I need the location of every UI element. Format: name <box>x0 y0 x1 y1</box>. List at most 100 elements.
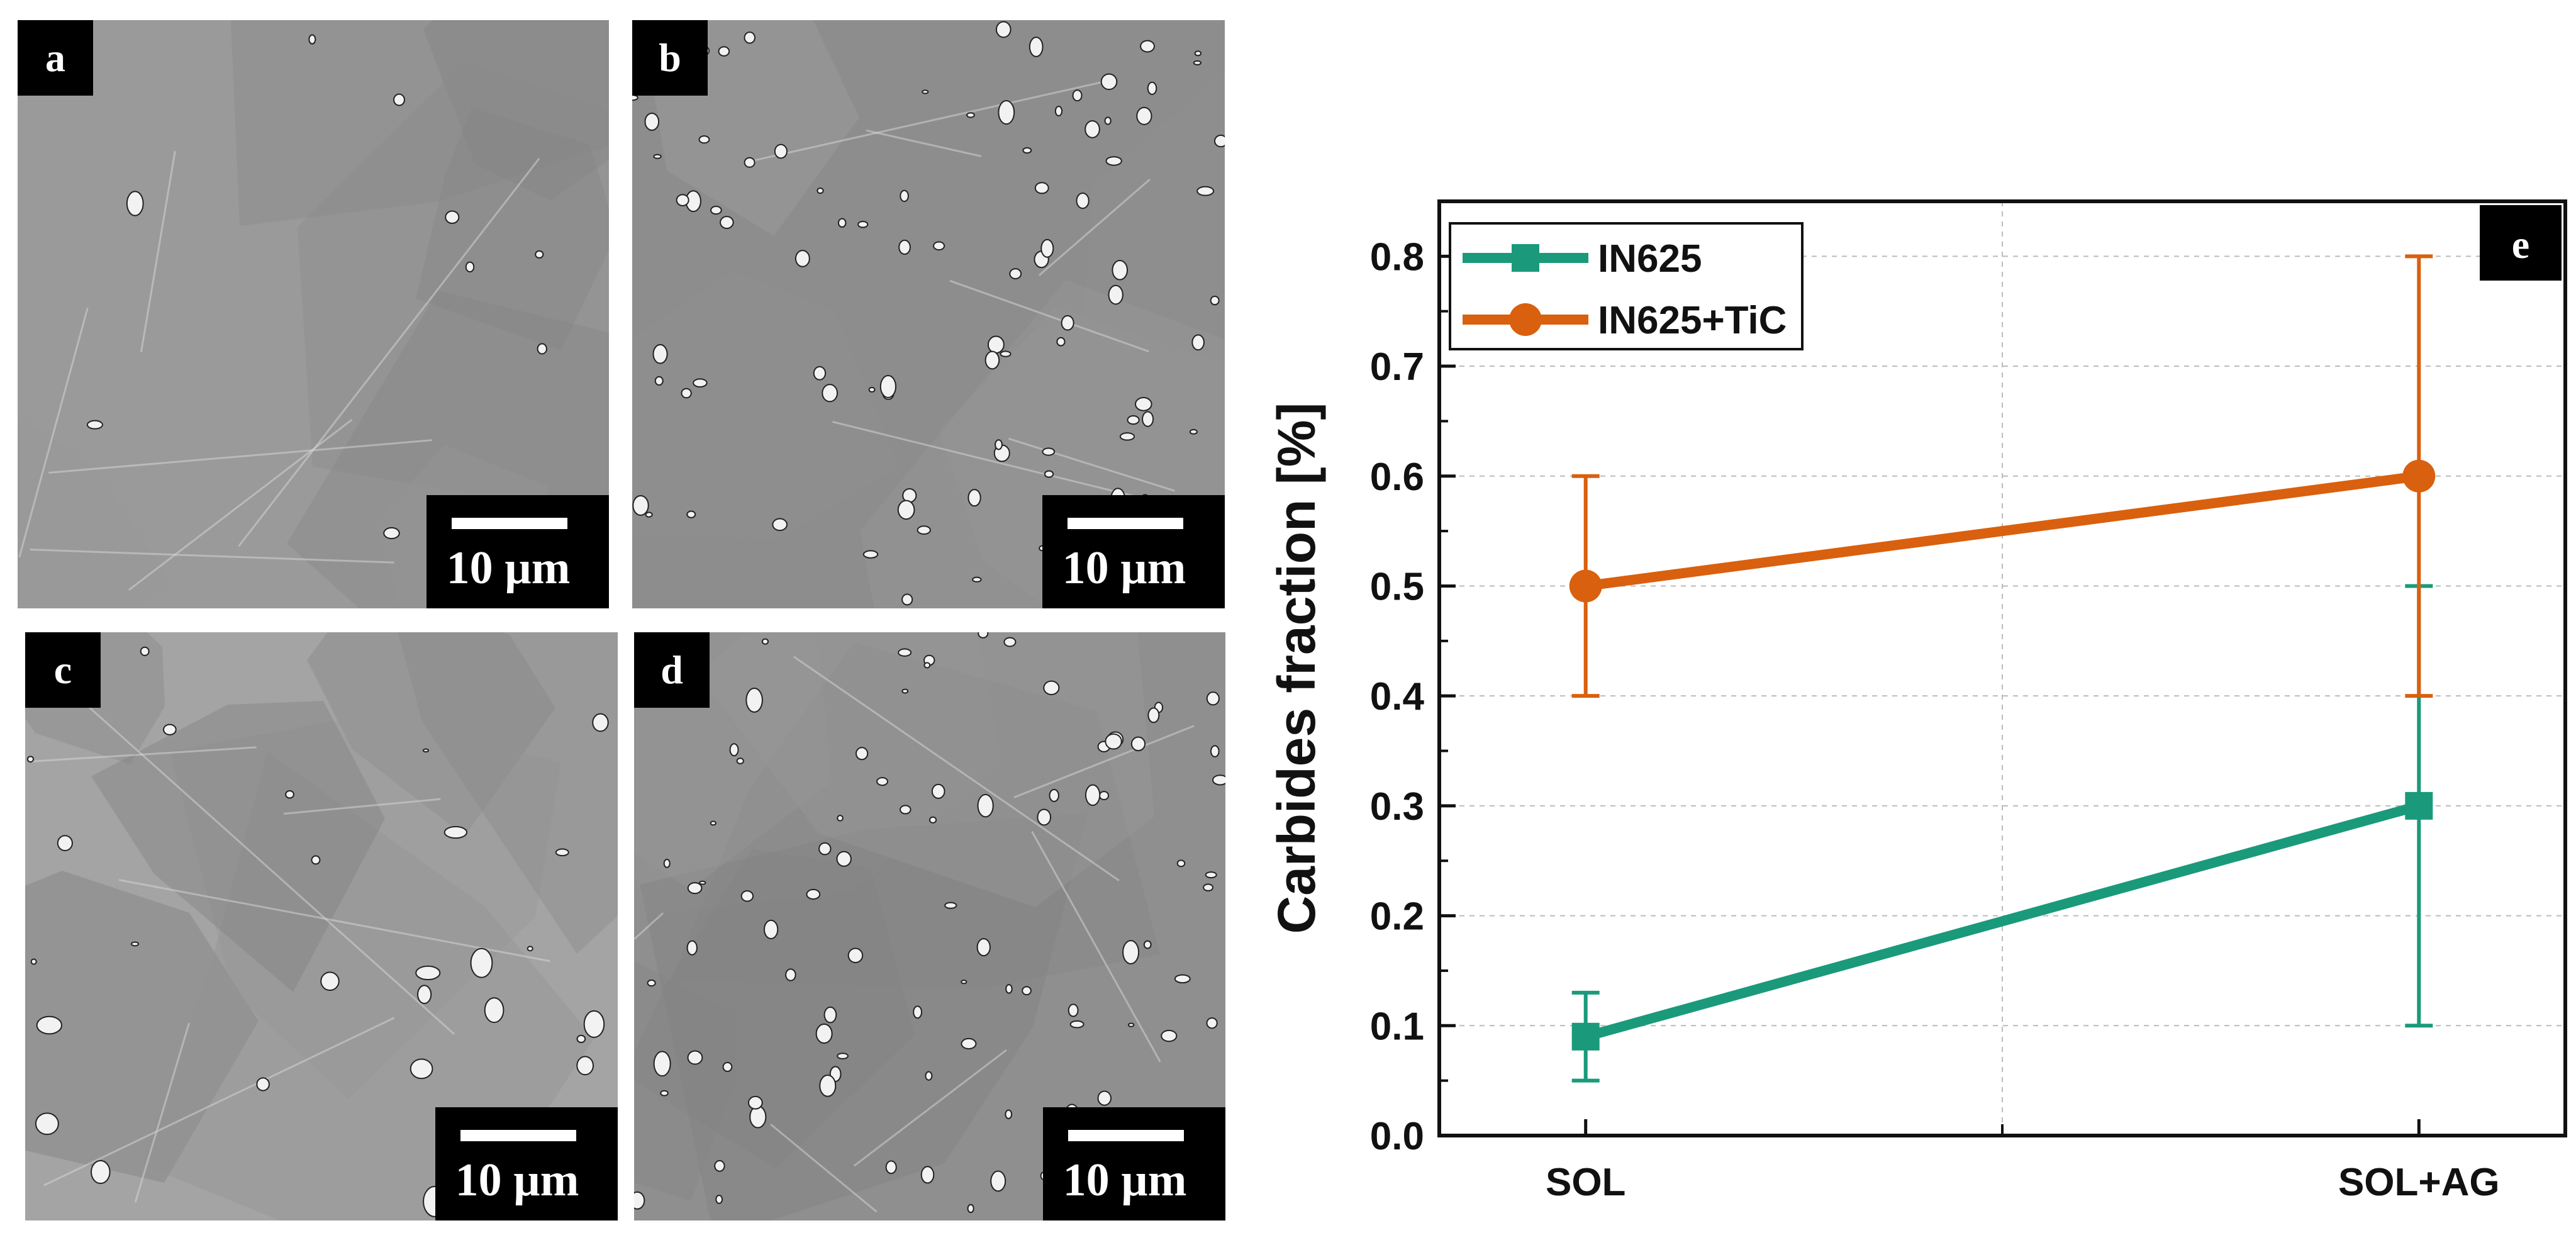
carbide-particle <box>763 919 779 939</box>
carbide-particle <box>484 997 505 1024</box>
grain-region <box>423 20 609 201</box>
carbide-particle <box>634 1191 645 1210</box>
carbide-particle <box>862 550 879 559</box>
y-tick-label: 0.6 <box>1370 455 1424 499</box>
carbide-particle <box>795 250 810 267</box>
y-tick-label: 0.4 <box>1370 675 1425 718</box>
carbide-particle <box>772 518 788 532</box>
carbide-particle <box>1072 89 1083 102</box>
scale-bar-line <box>1068 518 1183 529</box>
carbide-particle <box>822 384 839 403</box>
carbide-particle <box>1040 238 1054 258</box>
grain-region <box>18 415 171 608</box>
grain-region <box>634 632 1001 915</box>
carbide-particle <box>1003 637 1017 647</box>
carbide-particle <box>990 1170 1006 1192</box>
data-point <box>1571 1022 1600 1051</box>
y-tick-label: 0.2 <box>1370 895 1424 939</box>
carbide-particle <box>1191 334 1205 351</box>
y-tick-label: 0.7 <box>1370 345 1424 389</box>
grain-boundary <box>18 308 89 558</box>
carbide-particle <box>57 835 73 852</box>
carbide-particle <box>1076 193 1090 209</box>
carbide-particle <box>660 1090 669 1097</box>
carbide-particle <box>130 941 140 947</box>
carbide-particle <box>1161 1029 1178 1042</box>
panel-label-b: b <box>632 20 708 96</box>
carbide-particle <box>652 344 668 364</box>
grain-boundary <box>1031 830 1161 1063</box>
carbide-particle <box>415 965 441 981</box>
carbide-particle <box>1142 411 1154 427</box>
carbide-particle <box>977 794 994 818</box>
carbide-particle <box>722 1061 733 1072</box>
grain-region <box>632 271 900 539</box>
carbide-particle <box>1213 135 1225 148</box>
grain-region <box>170 717 561 1099</box>
carbide-particle <box>592 713 609 732</box>
carbide-particle <box>897 500 915 520</box>
data-point <box>2402 459 2436 493</box>
carbide-particle <box>644 112 660 131</box>
carbide-particle <box>917 525 931 535</box>
carbide-particle <box>555 848 569 857</box>
y-tick-label: 0.5 <box>1370 565 1424 608</box>
carbide-particle <box>1205 871 1217 879</box>
grain-boundary <box>75 695 455 1035</box>
carbide-particle <box>1009 268 1022 280</box>
carbide-particle <box>1098 791 1110 801</box>
carbide-particle <box>885 1160 897 1175</box>
carbide-particle <box>1135 397 1152 411</box>
carbide-particle <box>393 93 405 106</box>
grain-boundary <box>1038 178 1151 276</box>
carbide-particle <box>966 112 975 118</box>
carbide-particle <box>745 687 763 713</box>
carbide-particle <box>1044 470 1054 478</box>
carbide-particle <box>1005 1109 1013 1119</box>
micrograph-c: c 10 µm <box>25 632 618 1220</box>
carbide-particle <box>925 1071 933 1081</box>
carbide-particle <box>1147 81 1157 96</box>
carbide-particle <box>645 511 653 518</box>
carbide-particle <box>576 1056 594 1076</box>
carbides-fraction-chart: 0.0 0.1 0.2 0.3 0.4 0.5 0.6 0.7 0.8 SOL SOL+AG Ca… <box>1267 199 2567 1204</box>
panel-label-c: c <box>25 632 101 708</box>
grain-region <box>634 961 738 1201</box>
carbide-particle <box>647 979 656 987</box>
carbide-particle <box>1037 808 1052 826</box>
carbide-particle <box>1105 156 1122 166</box>
carbide-particle <box>1022 986 1032 996</box>
carbide-particle <box>720 216 734 229</box>
carbide-particle <box>1212 774 1225 786</box>
panel-label-e: e <box>2512 222 2529 267</box>
grain-boundary <box>118 879 550 963</box>
carbide-particle <box>813 366 827 381</box>
carbide-particle <box>576 1034 586 1044</box>
y-tick-label: 0.1 <box>1370 1005 1424 1048</box>
carbide-particle <box>1097 1090 1112 1106</box>
micrograph-texture <box>632 20 1225 608</box>
carbide-particle <box>686 940 698 956</box>
y-axis: 0.0 0.1 0.2 0.3 0.4 0.5 0.6 0.7 0.8 <box>1370 235 1456 1158</box>
carbide-particle <box>744 31 756 44</box>
carbide-particle <box>86 420 103 430</box>
carbide-particle <box>1206 1017 1218 1029</box>
carbide-particle <box>967 1204 974 1214</box>
carbide-particle <box>901 593 913 606</box>
carbide-particle <box>900 189 909 203</box>
carbide-particle <box>1176 859 1186 868</box>
grain-region <box>398 632 618 954</box>
legend-box <box>1449 222 1804 350</box>
carbide-particle <box>35 1112 59 1136</box>
grain-region <box>1074 70 1225 458</box>
scale-bar-text: 10 µm <box>1062 1154 1187 1206</box>
panel-label-a: a <box>18 20 93 96</box>
grain-boundary <box>949 279 1149 353</box>
carbide-particle <box>1127 415 1140 425</box>
scale-bar-line <box>460 1130 576 1141</box>
carbide-particle <box>1042 447 1056 456</box>
carbide-particle <box>847 947 864 963</box>
carbide-particle <box>815 1023 833 1044</box>
x-tick-label: SOL+AG <box>2338 1161 2500 1204</box>
carbide-particle <box>898 239 911 255</box>
